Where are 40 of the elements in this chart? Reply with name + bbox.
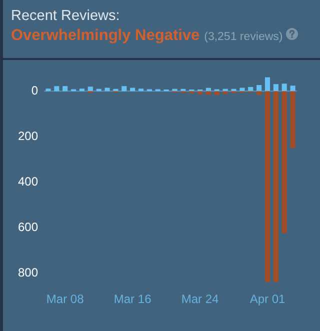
- x-tick-label: Mar 08: [46, 292, 84, 306]
- bar: [88, 86, 93, 92]
- bar: [172, 88, 178, 92]
- chart-title: Recent Reviews:: [11, 8, 121, 24]
- bar: [290, 91, 296, 148]
- x-tick-label: Mar 24: [181, 292, 220, 306]
- bar: [248, 87, 254, 92]
- bar: [54, 86, 60, 92]
- bar: [290, 86, 296, 92]
- bar: [240, 88, 245, 92]
- y-tick-label: 400: [18, 174, 38, 188]
- bar: [256, 91, 262, 95]
- bar: [122, 86, 127, 92]
- bar: [62, 86, 68, 92]
- chart-subtitle: Overwhelmingly Negative: [11, 27, 200, 44]
- bar: [282, 91, 287, 234]
- bar: [222, 91, 228, 94]
- bar: [104, 88, 110, 92]
- y-tick-label: 600: [18, 220, 38, 234]
- bar: [206, 91, 211, 95]
- bar: [231, 88, 236, 92]
- x-tick-label: Apr 01: [250, 292, 286, 306]
- bar: [282, 84, 287, 92]
- bar: [46, 88, 51, 92]
- text: (3,251 reviews): [204, 31, 283, 43]
- bar: [138, 88, 144, 92]
- bar: [197, 91, 203, 94]
- y-tick-label: 800: [18, 265, 38, 280]
- bar: [264, 77, 270, 92]
- x-tick-label: Mar 16: [114, 292, 152, 306]
- bar: [214, 91, 220, 95]
- bar: [130, 88, 136, 92]
- bar: [79, 88, 84, 92]
- bar: [264, 91, 270, 282]
- y-tick-label: 0: [31, 83, 38, 98]
- bar: [273, 84, 278, 92]
- y-tick-label: 200: [18, 128, 38, 143]
- bar: [256, 84, 262, 92]
- bar: [273, 91, 278, 282]
- bar: [206, 88, 211, 92]
